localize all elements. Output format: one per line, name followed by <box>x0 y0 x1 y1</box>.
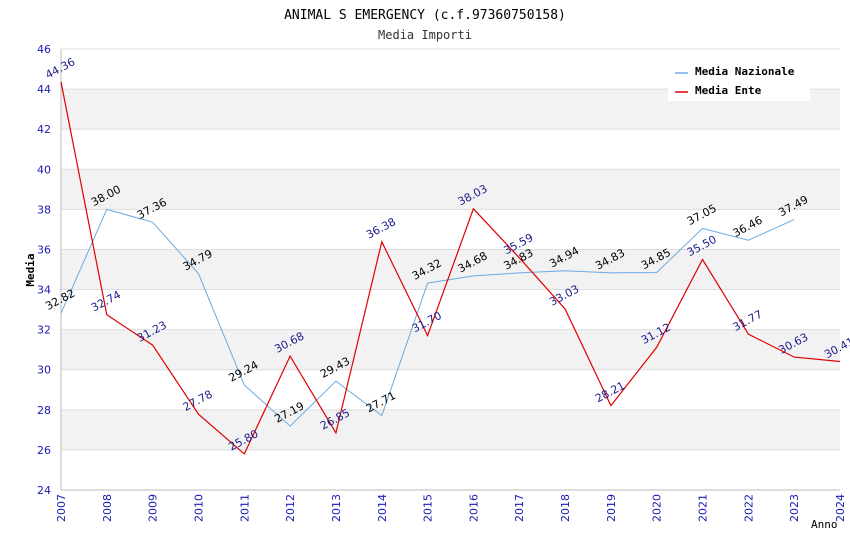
y-tick-label: 34 <box>37 284 51 297</box>
x-tick-label: 2018 <box>559 494 572 522</box>
y-tick-label: 38 <box>37 203 51 216</box>
x-tick-label: 2012 <box>284 494 297 522</box>
data-label-media-ente: 28.21 <box>593 379 627 405</box>
y-tick-label: 36 <box>37 243 51 256</box>
x-tick-label: 2022 <box>742 494 755 522</box>
x-tick-label: 2021 <box>697 494 710 522</box>
legend-label-media-ente: Media Ente <box>695 84 762 97</box>
y-tick-label: 26 <box>37 444 51 457</box>
legend: Media Nazionale Media Ente <box>668 60 810 101</box>
legend-box <box>668 60 810 101</box>
series-line-media-ente <box>60 81 841 455</box>
y-tick-label: 42 <box>37 123 51 136</box>
x-tick-label: 2023 <box>788 494 801 522</box>
plot-background-bands <box>61 89 840 450</box>
x-axis-label: Anno <box>811 518 838 531</box>
x-tick-labels: 2007 2008 2009 2010 2011 2012 2013 2014 2015 2016… <box>55 494 847 522</box>
chart-title: ANIMAL S EMERGENCY (c.f.97360750158) <box>284 8 566 23</box>
x-tick-label: 2011 <box>238 494 251 522</box>
x-tick-label: 2013 <box>330 494 343 522</box>
y-tick-label: 46 <box>37 43 51 56</box>
y-tick-label: 24 <box>37 484 51 497</box>
legend-label-media-nazionale: Media Nazionale <box>695 65 795 78</box>
x-tick-label: 2010 <box>192 494 205 522</box>
x-tick-label: 2008 <box>101 494 114 522</box>
x-tick-label: 2009 <box>147 494 160 522</box>
grid-band <box>61 249 840 290</box>
grid-band <box>61 409 840 450</box>
x-tick-label: 2016 <box>467 494 480 522</box>
y-tick-labels: 24 26 28 30 32 34 36 38 40 42 44 46 <box>37 43 51 497</box>
y-tick-label: 32 <box>37 324 51 337</box>
data-label-media-ente: 36.38 <box>364 215 398 241</box>
x-tick-label: 2014 <box>376 494 389 522</box>
y-tick-label: 28 <box>37 404 51 417</box>
grid-band <box>61 169 840 210</box>
x-tick-label: 2024 <box>834 494 847 522</box>
axes <box>60 49 840 491</box>
x-tick-label: 2020 <box>651 494 664 522</box>
x-tick-label: 2019 <box>605 494 618 522</box>
y-tick-label: 40 <box>37 163 51 176</box>
series-lines <box>60 81 841 455</box>
chart-subtitle: Media Importi <box>378 28 472 42</box>
series-line-media-nazionale <box>60 208 795 427</box>
y-axis-label: Media <box>24 253 37 286</box>
grid-band <box>61 329 840 370</box>
x-tick-label: 2015 <box>422 494 435 522</box>
y-tick-label: 44 <box>37 83 51 96</box>
y-tick-label: 30 <box>37 364 51 377</box>
data-label-media-ente: 44.36 <box>43 55 77 81</box>
x-tick-label: 2007 <box>55 494 68 522</box>
x-tick-label: 2017 <box>513 494 526 522</box>
data-label-media-nazionale: 36.46 <box>731 214 765 240</box>
